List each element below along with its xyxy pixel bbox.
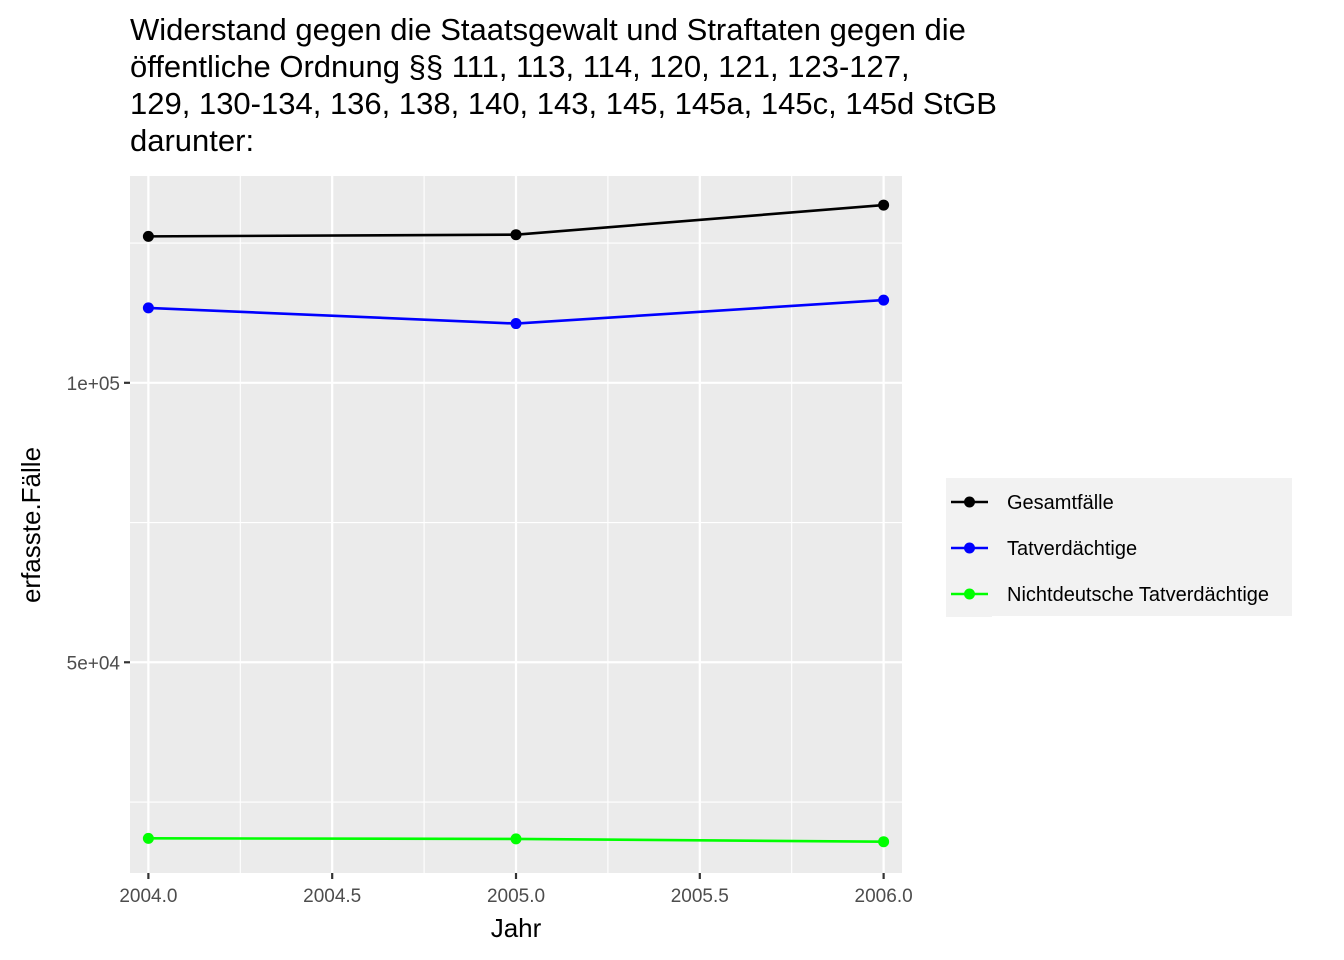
y-axis-title: erfasste.Fälle: [16, 447, 46, 603]
legend-key-point: [964, 542, 975, 554]
chart-title-line: öffentliche Ordnung §§ 111, 113, 114, 12…: [130, 49, 910, 84]
axes: 2004.0 2004.5 2005.0 2005.5 2006.0 5e+04 1e+05: [67, 374, 913, 907]
legend-key-point: [964, 496, 975, 508]
legend-label: Tatverdächtige: [1007, 538, 1137, 560]
data-point: [878, 199, 890, 211]
data-point: [510, 229, 522, 241]
x-axis-title: Jahr: [491, 913, 542, 943]
data-point: [142, 230, 154, 242]
chart-title: Widerstand gegen die Staatsgewalt und St…: [130, 12, 997, 158]
data-point: [142, 302, 154, 314]
chart-title-line: Widerstand gegen die Staatsgewalt und St…: [130, 12, 966, 47]
chart-title-line: 129, 130-134, 136, 138, 140, 143, 145, 1…: [130, 86, 997, 121]
series: [142, 199, 890, 848]
data-point: [510, 833, 522, 845]
data-point: [878, 294, 890, 306]
x-tick-label: 2006.0: [855, 886, 913, 907]
y-tick-label: 5e+04: [67, 653, 121, 674]
x-tick-label: 2005.0: [487, 886, 545, 907]
y-tick-label: 1e+05: [67, 374, 120, 395]
grid: [130, 176, 902, 873]
data-point: [510, 318, 522, 330]
x-tick-label: 2004.0: [119, 886, 177, 907]
x-tick-label: 2004.5: [303, 886, 361, 907]
chart-title-line: darunter:: [130, 123, 254, 158]
legend: Gesamtfälle Tatverdächtige Nichtdeutsche T…: [946, 478, 1292, 617]
x-tick-label: 2005.5: [671, 886, 729, 907]
data-point: [878, 836, 890, 848]
data-point: [142, 832, 154, 844]
legend-key-point: [964, 588, 975, 600]
legend-label: Gesamtfälle: [1007, 492, 1114, 514]
legend-background: [946, 478, 1292, 616]
legend-label: Nichtdeutsche Tatverdächtige: [1007, 584, 1269, 606]
